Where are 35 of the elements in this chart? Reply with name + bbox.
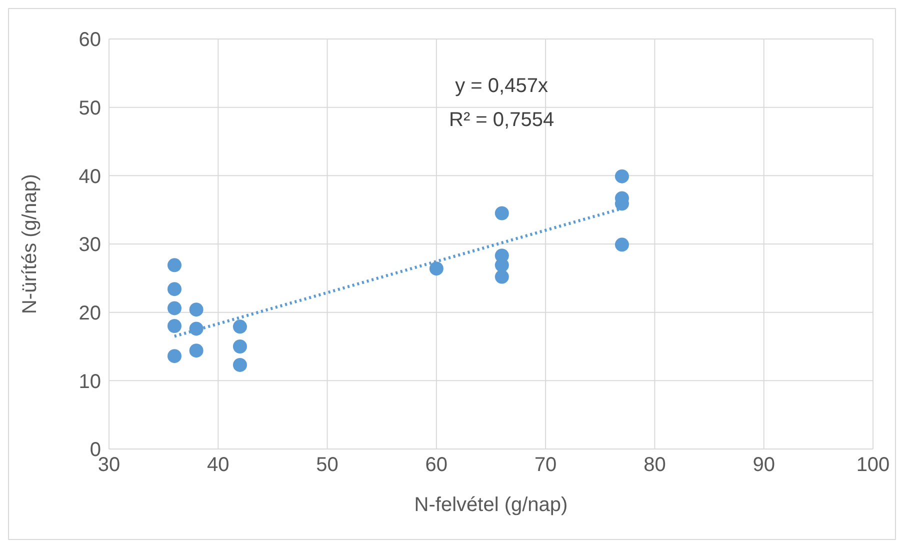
- x-tick-label: 70: [534, 454, 557, 476]
- x-tick-label: 90: [752, 454, 775, 476]
- point: [494, 258, 509, 272]
- point: [167, 301, 182, 316]
- y-tick-label: 20: [78, 302, 101, 324]
- x-tick-label: 30: [98, 454, 120, 476]
- point: [232, 320, 247, 334]
- x-tick-label: 40: [207, 454, 230, 476]
- annotation: y = 0,457x: [454, 74, 549, 99]
- point: [167, 349, 182, 364]
- point: [167, 258, 182, 272]
- point: [189, 344, 204, 358]
- point: [429, 262, 444, 276]
- y-tick-label: 60: [78, 29, 101, 52]
- y-tick-label: 10: [78, 370, 101, 393]
- y-tick-label: 30: [78, 234, 101, 256]
- x-tick-label: 60: [425, 454, 448, 476]
- x-tick-label: 80: [644, 454, 666, 476]
- point: [614, 238, 629, 252]
- y-tick-label: 40: [78, 166, 101, 188]
- point: [189, 302, 204, 317]
- x-tick-label: 100: [856, 454, 890, 476]
- annotation: R² = 0,7554: [449, 108, 554, 133]
- point: [167, 282, 182, 296]
- point: [614, 169, 629, 184]
- point: [167, 319, 182, 333]
- y-tick-label: 50: [78, 97, 101, 120]
- point: [494, 206, 509, 220]
- x-axis-title: N-felvétel (g/nap): [414, 494, 568, 516]
- point: [494, 270, 509, 284]
- x-tick-label: 50: [316, 454, 338, 476]
- point: [189, 322, 204, 336]
- point: [232, 358, 247, 372]
- y-axis-title: N-ürítés (g/nap): [19, 174, 42, 314]
- point: [232, 340, 247, 354]
